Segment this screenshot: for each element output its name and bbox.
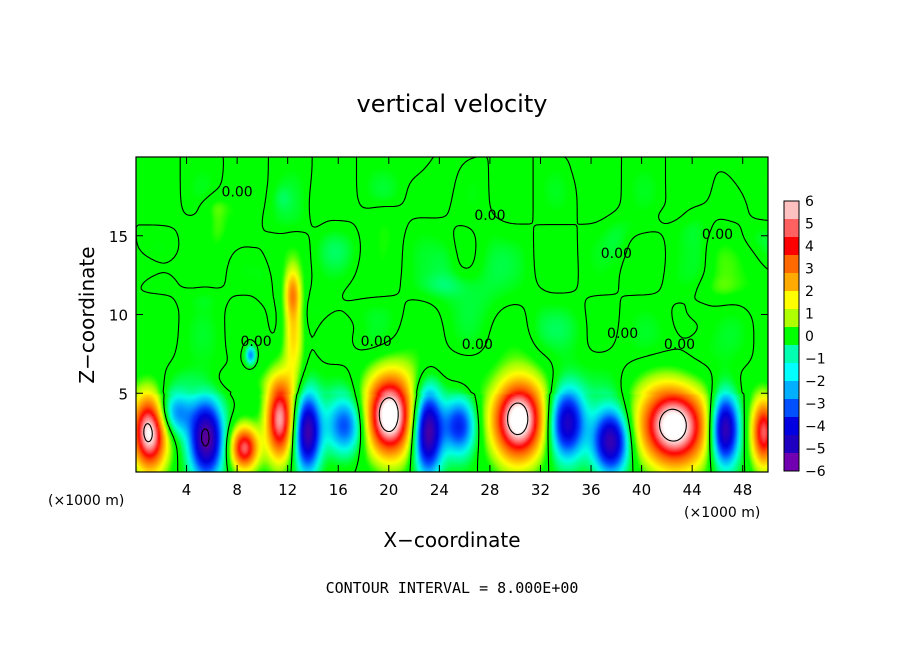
colorbar-swatch: [784, 363, 799, 382]
colorbar-swatch: [784, 399, 799, 418]
colorbar-swatch: [784, 417, 799, 436]
contour-value-label: 0.00: [462, 337, 493, 353]
colorbar-swatch: [784, 453, 799, 472]
colorbar-label: −1: [805, 352, 826, 368]
x-tick-label: 28: [480, 481, 499, 499]
x-tick-label: 20: [379, 481, 398, 499]
contour-value-label: 0.00: [664, 337, 695, 353]
colorbar-swatch: [784, 435, 799, 454]
x-tick-label: 12: [278, 481, 297, 499]
contour-value-label: 0.00: [240, 334, 271, 350]
y-axis: 5 10 15: [109, 228, 768, 403]
colorbar-label: 4: [805, 239, 814, 255]
contour-line: [136, 157, 768, 472]
velocity-field: [136, 157, 768, 472]
colorbar-label: −5: [805, 442, 826, 458]
y-axis-units: (×1000 m): [48, 493, 124, 509]
colorbar-frame: [783, 200, 800, 472]
contour-value-label: 0.00: [607, 326, 638, 342]
colorbar-label: 2: [805, 284, 814, 300]
colorbar-label: −6: [805, 464, 826, 480]
colorbar-swatch: [784, 201, 799, 220]
colorbar-label: −3: [805, 397, 826, 413]
y-tick-label: 5: [118, 385, 128, 403]
colorbar-swatch: [784, 327, 799, 346]
contour-value-label: 0.00: [702, 227, 733, 243]
contour-value-label: 0.00: [222, 184, 253, 200]
contour-interval-note: CONTOUR INTERVAL = 8.000E+00: [326, 579, 579, 597]
plot-area: 0.00 0.00 0.00 0.00 0.00 0.00 0.00 0.00 0.00: [136, 157, 768, 472]
x-tick-label: 40: [632, 481, 651, 499]
colorbar-label: 6: [805, 194, 814, 210]
x-tick-label: 32: [531, 481, 550, 499]
x-axis-label: X−coordinate: [383, 528, 520, 552]
colorbar-label: −2: [805, 374, 826, 390]
x-tick-label: 44: [683, 481, 702, 499]
x-tick-label: 16: [329, 481, 348, 499]
colorbar-label: 5: [805, 217, 814, 233]
colorbar-swatch: [784, 219, 799, 238]
colorbar-swatch: [784, 291, 799, 310]
y-axis-label: Z−coordinate: [75, 246, 99, 383]
contour-lines: [136, 157, 768, 472]
y-tick-label: 15: [109, 228, 128, 246]
colorbar-swatch: [784, 381, 799, 400]
colorbar-swatch: [784, 255, 799, 274]
chart-title: vertical velocity: [357, 90, 548, 118]
colorbar-label: 0: [805, 329, 814, 345]
x-axis-units: (×1000 m): [684, 505, 760, 521]
x-tick-label: 48: [733, 481, 752, 499]
x-axis: 4 8 12 16 20 24 28 32 36 40 44 48: [182, 157, 752, 499]
contour-value-label: 0.00: [474, 208, 505, 224]
x-tick-label: 24: [430, 481, 449, 499]
contour-line: [143, 397, 687, 443]
colorbar-label: 3: [805, 262, 814, 278]
y-tick-label: 10: [109, 307, 128, 325]
x-tick-label: 4: [182, 481, 192, 499]
colorbar-swatch: [784, 237, 799, 256]
x-tick-label: 36: [581, 481, 600, 499]
contour-labels: 0.00 0.00 0.00 0.00 0.00 0.00 0.00 0.00 0.00: [222, 184, 733, 353]
contour-value-label: 0.00: [601, 246, 632, 262]
colorbar-swatch: [784, 273, 799, 292]
colorbar-swatch: [784, 345, 799, 364]
colorbar-label: 1: [805, 307, 814, 323]
x-tick-label: 8: [232, 481, 242, 499]
contour-line-negative: [201, 428, 210, 447]
colorbar-swatch: [784, 309, 799, 328]
colorbar: 6 5 4 3 2 1 0 −1 −2 −3 −4 −5 −6: [783, 194, 826, 480]
colorbar-label: −4: [805, 419, 826, 435]
contour-value-label: 0.00: [361, 334, 392, 350]
